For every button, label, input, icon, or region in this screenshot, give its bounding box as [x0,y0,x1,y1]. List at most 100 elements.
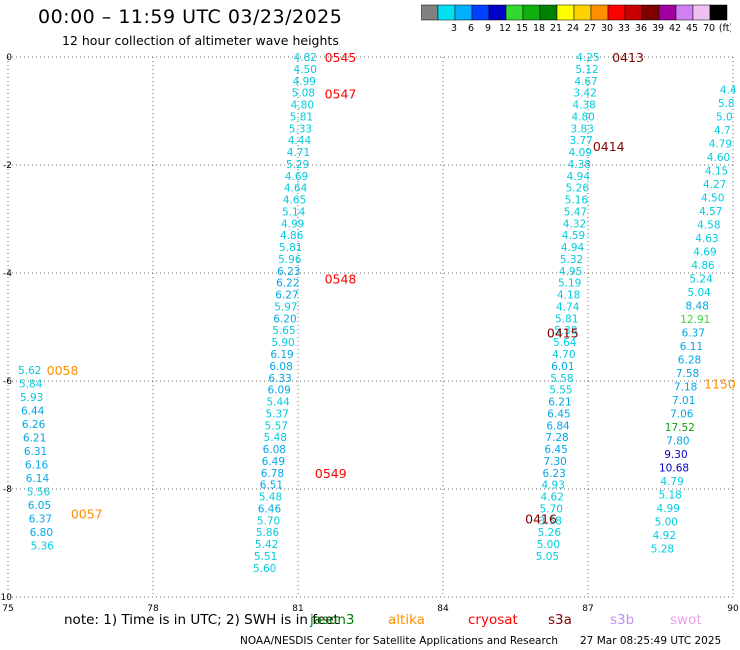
satellite-s3b: s3b [610,612,635,628]
wave-height-point: 5.26 [566,183,590,195]
wave-height-point: 5.81 [555,313,578,325]
wave-height-point: 5.18 [658,489,681,501]
wave-height-point: 6.09 [267,385,290,397]
wave-height-point: 5.38 [554,325,577,337]
wave-height-point: 4.7 [714,125,731,137]
wave-height-point: 6.14 [26,473,50,485]
wave-height-point: 5.96 [278,254,302,266]
colorbar-tick-label: 21 [550,23,562,34]
wave-height-point: 7.30 [543,456,566,468]
wave-height-point: 4.38 [568,159,591,171]
wave-height-point: 5.81 [290,111,313,123]
x-tick-label: 78 [147,604,159,614]
wave-height-point: 4.27 [703,179,726,191]
wave-height-point: 6.08 [263,444,286,456]
wave-height-point: 5.33 [289,123,312,135]
wave-height-point: 5.56 [27,487,51,499]
wave-height-point: 6.11 [680,341,703,353]
wave-height-point: 4.67 [574,76,597,88]
x-tick-label: 75 [2,604,13,614]
wave-height-point: 5.44 [266,397,290,409]
y-tick-label: -8 [3,485,12,495]
track-time-label: 0548 [325,271,357,286]
wave-height-point: 4.92 [653,530,676,542]
track-0057: 6.31 6.166.14 5.566.05 6.376.80 5.36 0057 [24,446,103,553]
wave-height-point: 5.48 [259,492,282,504]
wave-height-point: 5.57 [265,420,288,432]
wave-height-point: 4.60 [707,152,730,164]
colorbar-tick-label: 12 [499,23,511,34]
wave-height-point: 10.68 [659,462,689,474]
satellite-jason3: jason3 [310,612,355,628]
wave-height-point: 4.80 [571,111,594,123]
wave-height-point: 6.08 [269,361,292,373]
x-tick-label: 90 [727,604,739,614]
wave-height-point: 4.79 [709,138,732,150]
colorbar-tick-label: 18 [533,23,545,34]
wave-height-point: 5.28 [651,543,674,555]
wave-height-point: 5.58 [550,373,573,385]
satellite-altika: altika [388,612,425,628]
wave-height-point: 6.26 [22,419,46,431]
wave-height-point: 6.23 [542,468,565,480]
wave-height-point: 7.28 [545,432,568,444]
wave-height-point: 4.50 [701,192,724,204]
track-0549: 6.786.515.486.465.705.865.425.515.60 0549 [253,466,347,575]
colorbar-swatch [709,4,728,21]
track-time-label: 0058 [47,363,79,378]
wave-height-point: 3.58 [539,515,562,527]
wave-height-point: 6.84 [546,420,570,432]
wave-height-point: 6.51 [260,480,283,492]
wave-height-point: 4.59 [562,230,585,242]
wave-height-point: 12.91 [680,314,710,326]
wave-height-point: 6.16 [25,460,49,472]
x-tick-label: 87 [582,604,593,614]
wave-height-point: 3.77 [570,135,593,147]
wave-height-point: 7.58 [676,368,699,380]
wave-height-point: 5.05 [536,551,559,563]
wave-height-point: 17.52 [665,422,695,434]
colorbar-tick-label: 33 [618,23,630,34]
track-time-label: 0413 [612,50,644,65]
wave-height-point: 6.37 [29,514,52,526]
wave-height-point: 6.31 [24,446,47,458]
wave-height-point: 4.62 [541,492,564,504]
track-0058: 5.62 5.845.93 6.446.26 6.21 0058 [18,363,78,445]
wave-height-point: 6.01 [551,361,574,373]
wave-height-point: 4.09 [569,147,592,159]
wave-height-point: 4.71 [287,147,310,159]
wave-height-point: 7.01 [672,395,695,407]
wave-height-point: 5.00 [655,516,678,528]
track-time-label: 0416 [525,512,557,527]
wave-height-point: 6.78 [261,468,284,480]
wave-height-point: 5.70 [540,503,563,515]
wave-height-point: 5.00 [537,539,560,551]
y-tick-label: -4 [3,269,12,279]
wave-height-point: 6.20 [273,313,296,325]
wave-height-point: 4.18 [557,290,580,302]
wave-height-point: 5.62 [18,365,41,377]
wave-height-point: 5.70 [257,515,280,527]
wave-height-point: 4.63 [695,233,718,245]
wave-height-point: 4.4 [720,84,737,96]
wave-height-point: 5.24 [689,273,713,285]
wave-height-point: 4.99 [281,218,304,230]
wave-height-point: 4.50 [294,64,317,76]
y-tick-label: -10 [0,593,12,603]
wave-height-point: 5.84 [19,379,43,391]
wave-height-point: 5.51 [254,551,277,563]
y-tick-label: -6 [3,377,12,387]
wave-height-point: 6.37 [682,327,705,339]
wave-height-point: 5.64 [553,337,577,349]
x-tick-label: 84 [437,604,449,614]
colorbar-tick-label: 6 [468,23,474,34]
wave-height-point: 5.42 [255,539,278,551]
wave-height-point: 5.97 [274,301,297,313]
wave-height-point: 4.25 [576,52,599,64]
wave-height-point: 7.18 [674,381,697,393]
colorbar-tick-label: 42 [669,23,681,34]
satellite-swot: swot [670,612,702,628]
wave-height-point: 6.23 [277,266,300,278]
colorbar-tick-label: 9 [485,23,491,34]
colorbar-tick-label: 30 [601,23,613,34]
